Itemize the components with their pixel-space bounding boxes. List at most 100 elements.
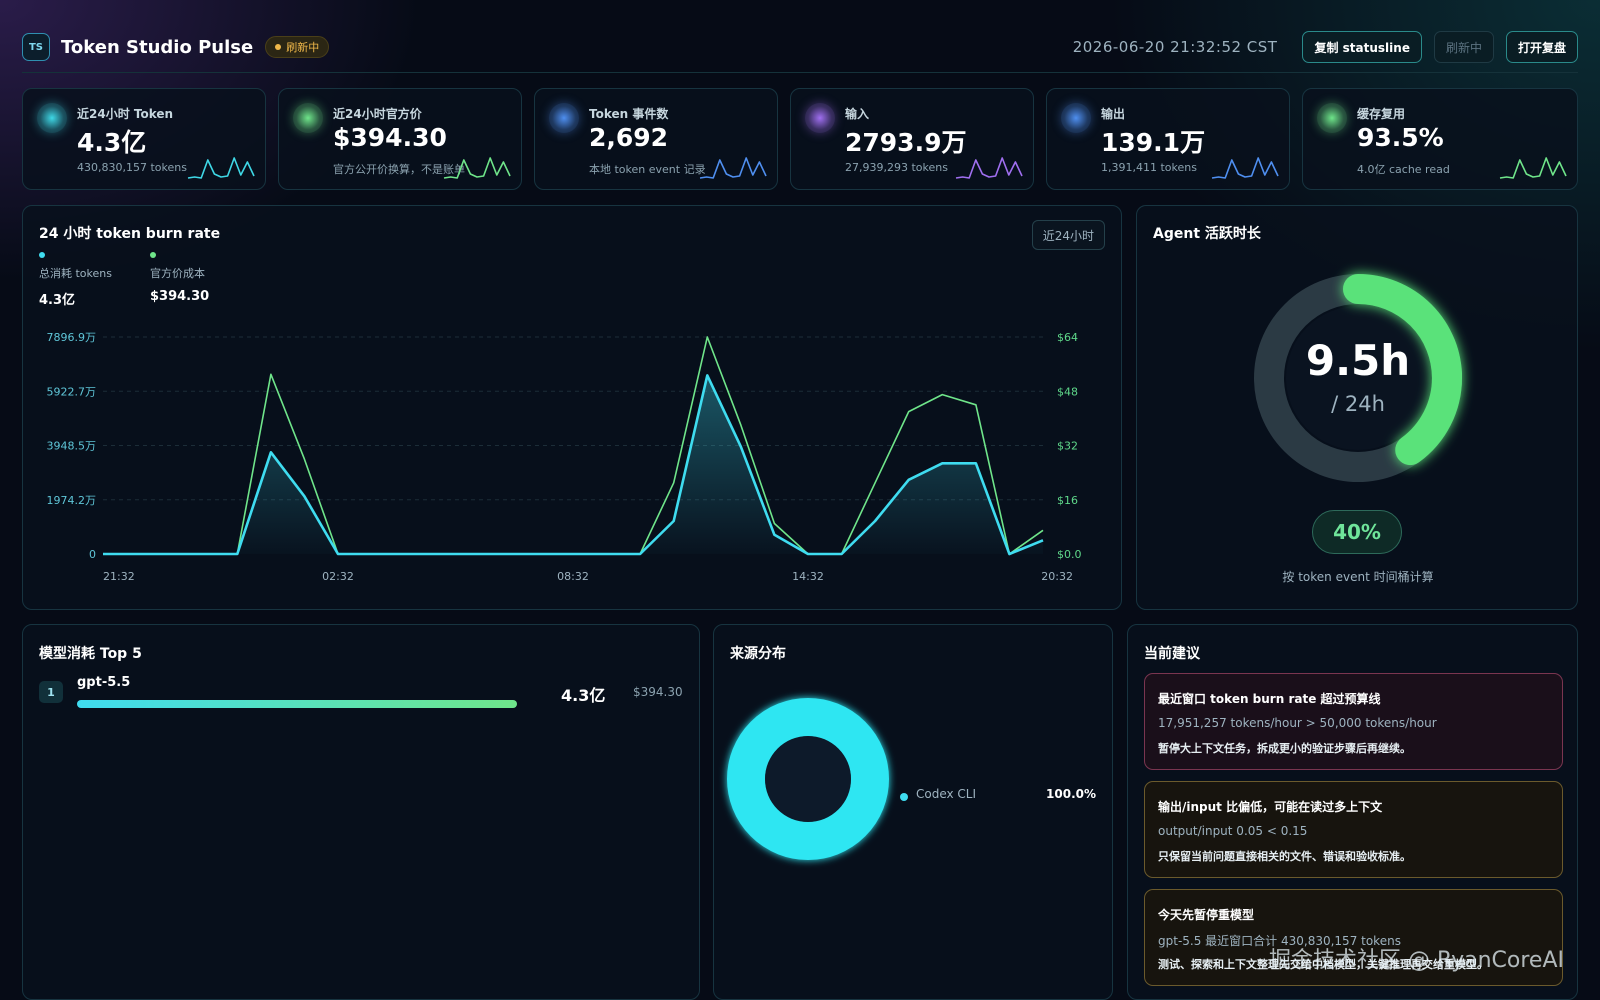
advice-card[interactable]: 最近窗口 token burn rate 超过预算线 17,951,257 to… — [1144, 673, 1563, 770]
x-tick-label: 08:32 — [557, 570, 589, 583]
stat-card-cost: 近24小时官方价 $394.30 官方公开价换算，不是账单 — [278, 88, 522, 190]
y-left-tick-label: 5922.7万 — [47, 385, 97, 398]
legend-item-tokens: 总消耗 tokens 4.3亿 — [39, 252, 112, 308]
agent-active-value: 9.5h — [1305, 336, 1411, 385]
legend-dot-icon — [150, 252, 156, 258]
stat-label: 缓存复用 — [1357, 107, 1406, 121]
burn-rate-chart: 0 $0.0 1974.2万 $16 3948.5万 $32 5922.7万 $48 7896.… — [47, 331, 1082, 583]
refresh-button[interactable]: 刷新中 — [1433, 31, 1494, 63]
advice-metric: gpt-5.5 最近窗口合计 430,830,157 tokens — [1158, 934, 1401, 948]
y-left-tick-label: 3948.5万 — [47, 440, 97, 453]
stat-label: 近24小时 Token — [77, 107, 174, 121]
sparkline — [1211, 157, 1279, 179]
model-name: gpt-5.5 — [77, 675, 131, 690]
x-tick-label: 02:32 — [322, 570, 354, 583]
y-left-tick-label: 1974.2万 — [47, 494, 97, 507]
copy-statusline-button[interactable]: 复制 statusline — [1302, 31, 1422, 63]
status-dot-icon — [275, 44, 282, 50]
sparkline — [699, 157, 767, 179]
advice-title: 输出/input 比偏低，可能在读过多上下文 — [1158, 800, 1383, 814]
ring-center — [1286, 306, 1430, 450]
stat-card-events: Token 事件数 2,692 本地 token event 记录 — [534, 88, 778, 190]
sparkline-icon — [1499, 157, 1567, 179]
agent-active-total: / 24h — [1331, 392, 1385, 416]
range-button[interactable]: 近24小时 — [1031, 220, 1105, 250]
y-right-tick-label: $16 — [1057, 494, 1078, 507]
advice-card[interactable]: 今天先暂停重模型 gpt-5.5 最近窗口合计 430,830,157 toke… — [1144, 889, 1563, 986]
sparkline — [443, 157, 511, 179]
status-badge-label: 刷新中 — [286, 41, 320, 54]
source-distribution-panel: 来源分布 Codex CLI 100.0% — [713, 624, 1113, 1000]
model-rank: 1 — [39, 681, 63, 703]
stat-card-tokens: 近24小时 Token 4.3亿 430,830,157 tokens — [22, 88, 266, 190]
source-name: Codex CLI — [916, 787, 977, 801]
model-share-fill — [77, 700, 517, 708]
watermark: 掘金技术社区 @ RyanCoreAI — [1269, 948, 1564, 973]
x-tick-label: 14:32 — [792, 570, 824, 583]
stat-sub: 1,391,411 tokens — [1101, 161, 1197, 174]
advice-metric: output/input 0.05 < 0.15 — [1158, 824, 1308, 838]
stat-value: $394.30 — [333, 123, 447, 152]
sparkline-icon — [187, 157, 255, 179]
tokens-area — [103, 375, 1043, 554]
advice-panel: 当前建议 最近窗口 token burn rate 超过预算线 17,951,2… — [1127, 624, 1578, 1000]
donut-hole — [765, 736, 851, 822]
y-right-tick-label: $32 — [1057, 440, 1078, 453]
y-right-tick-label: $0.0 — [1057, 548, 1082, 561]
stat-value: 4.3亿 — [77, 128, 147, 157]
clock: 2026-06-20 21:32:52 CST — [1072, 38, 1278, 56]
x-tick-label: 21:32 — [103, 570, 135, 583]
header-actions: 2026-06-20 21:32:52 CST 复制 statusline 刷新… — [1073, 31, 1578, 63]
app-title: Token Studio Pulse — [61, 36, 254, 58]
stat-sub: 27,939,293 tokens — [845, 161, 948, 174]
tokens-series-line — [103, 374, 1044, 556]
agent-active-note: 按 token event 时间桶计算 — [1282, 570, 1434, 584]
sparkline-icon — [699, 157, 767, 179]
legend-name: 官方价成本 — [150, 267, 205, 280]
stat-orb-icon — [1061, 103, 1091, 133]
advice-action: 测试、探索和上下文整理先交给中档模型，关键推理再交给重模型。 — [1158, 958, 1488, 971]
agent-active-percent: 40% — [1312, 510, 1402, 554]
stat-label: Token 事件数 — [589, 107, 669, 121]
stat-value: 93.5% — [1357, 123, 1444, 152]
legend-item-cost: 官方价成本 $394.30 — [150, 252, 209, 304]
y-left-tick-label: 0 — [89, 548, 96, 561]
legend-name: 总消耗 tokens — [39, 267, 112, 280]
advice-title: 最近窗口 token burn rate 超过预算线 — [1158, 692, 1381, 706]
y-right-tick-label: $64 — [1057, 331, 1078, 344]
stat-orb-icon — [293, 103, 323, 133]
stat-orb-icon — [549, 103, 579, 133]
advice-action: 只保留当前问题直接相关的文件、错误和验收标准。 — [1158, 850, 1411, 863]
stat-label: 输入 — [845, 107, 870, 121]
advice-title: 今天先暂停重模型 — [1158, 908, 1255, 922]
legend-value: $394.30 — [150, 289, 210, 304]
sparkline — [955, 157, 1023, 179]
stat-value: 2,692 — [589, 123, 669, 152]
source-donut-chart — [727, 698, 889, 860]
model-panel-title: 模型消耗 Top 5 — [39, 646, 142, 662]
ring-progress — [1254, 274, 1462, 482]
sparkline-icon — [955, 157, 1023, 179]
stat-orb-icon — [37, 103, 67, 133]
advice-card[interactable]: 输出/input 比偏低，可能在读过多上下文 output/input 0.05… — [1144, 781, 1563, 878]
sparkline-icon — [443, 157, 511, 179]
stat-sub: 4.0亿 cache read — [1357, 163, 1450, 176]
open-review-button[interactable]: 打开复盘 — [1505, 31, 1578, 63]
stat-sub: 430,830,157 tokens — [77, 161, 187, 174]
stat-orb-icon — [805, 103, 835, 133]
agent-panel-title: Agent 活跃时长 — [1153, 226, 1261, 242]
y-left-tick-label: 7896.9万 — [47, 331, 97, 344]
agent-active-panel: Agent 活跃时长 9.5h / 24h 40% 按 token event … — [1136, 205, 1578, 610]
advice-action: 暂停大上下文任务，拆成更小的验证步骤后再继续。 — [1158, 742, 1411, 755]
model-cost: $394.30 — [633, 685, 683, 699]
sparkline — [187, 157, 255, 179]
model-top5-panel: 模型消耗 Top 5 1 gpt-5.5 4.3亿 $394.30 — [22, 624, 700, 1000]
legend-value: 4.3亿 — [39, 293, 76, 308]
x-tick-label: 20:32 — [1041, 570, 1073, 583]
source-dot-icon — [900, 793, 908, 801]
burn-rate-panel: 0 $0.0 1974.2万 $16 3948.5万 $32 5922.7万 $48 7896.… — [22, 205, 1122, 610]
stat-label: 输出 — [1101, 107, 1126, 121]
advice-panel-title: 当前建议 — [1144, 646, 1200, 662]
stat-sub: 本地 token event 记录 — [589, 163, 706, 176]
burn-rate-title: 24 小时 token burn rate — [39, 226, 221, 242]
